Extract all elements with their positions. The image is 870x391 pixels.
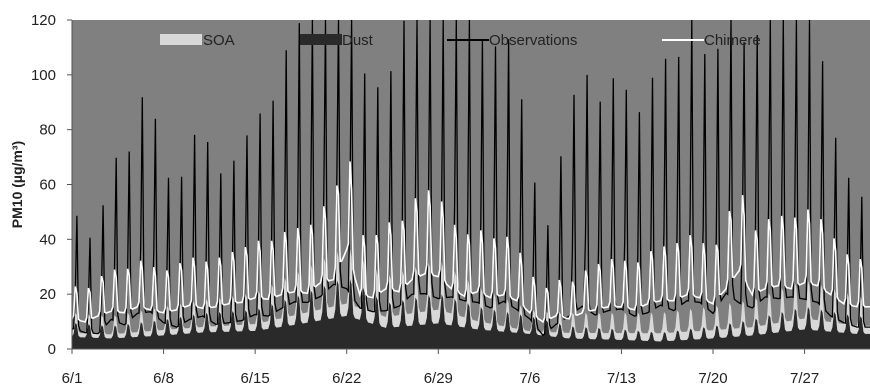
legend-swatch-soa xyxy=(160,34,202,45)
legend: SOA Dust Observations Chimere xyxy=(160,32,761,49)
y-tick-label: 20 xyxy=(39,286,56,303)
legend-swatch-dust xyxy=(300,34,342,45)
chimere-line-layer xyxy=(71,161,870,324)
y-tick-label: 100 xyxy=(31,67,56,84)
x-tick-label: 6/29 xyxy=(424,370,453,387)
y-tick-label: 120 xyxy=(31,12,56,29)
soa-area-layer xyxy=(72,248,870,342)
x-tick-label: 6/15 xyxy=(241,370,270,387)
legend-label-dust: Dust xyxy=(342,32,374,49)
legend-label-observations: Observations xyxy=(489,32,577,49)
x-tick-label: 6/1 xyxy=(62,370,83,387)
x-tick-label: 7/20 xyxy=(698,370,727,387)
soa-area xyxy=(72,248,870,342)
dust-area xyxy=(72,278,870,349)
x-tick-label: 6/22 xyxy=(332,370,361,387)
x-tick-label: 7/13 xyxy=(607,370,636,387)
legend-label-soa: SOA xyxy=(203,32,235,49)
x-tick-label: 7/27 xyxy=(790,370,819,387)
y-axis-label: PM10 (µg/m³) xyxy=(9,141,25,228)
axes: 0 20 40 60 80 100 120 6/1 6/8 6/15 6/22 6/29 7/6 7/13… xyxy=(31,12,870,387)
x-tick-label: 7/6 xyxy=(519,370,540,387)
y-tick-label: 60 xyxy=(39,177,56,194)
dust-area-layer xyxy=(72,278,870,349)
y-tick-label: 40 xyxy=(39,231,56,248)
legend-label-chimere: Chimere xyxy=(704,32,761,49)
chimere-line xyxy=(71,161,870,324)
y-tick-label: 80 xyxy=(39,122,56,139)
y-tick-label: 0 xyxy=(48,341,56,358)
x-tick-label: 6/8 xyxy=(153,370,174,387)
